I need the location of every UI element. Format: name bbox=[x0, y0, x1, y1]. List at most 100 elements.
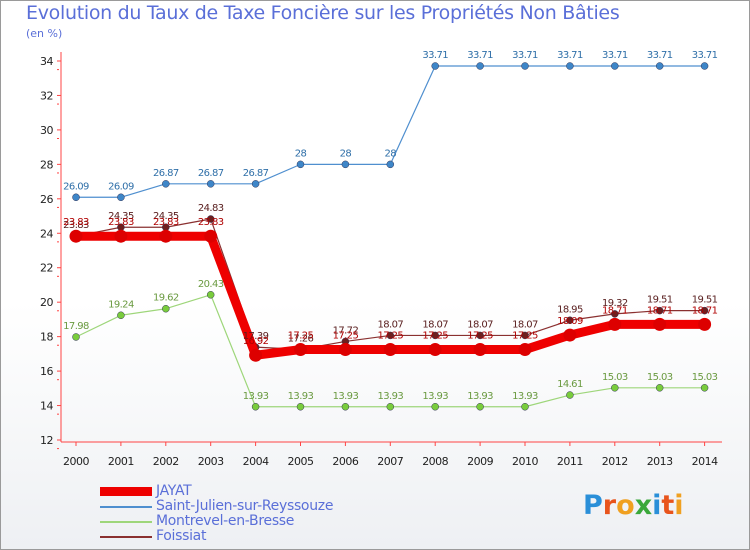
data-point-montrevel bbox=[72, 333, 80, 341]
x-tick-label: 2004 bbox=[243, 455, 269, 468]
x-tick-label: 2007 bbox=[377, 455, 403, 468]
data-label-saint-julien: 33.71 bbox=[557, 50, 583, 61]
x-tick-label: 2006 bbox=[332, 455, 358, 468]
data-label-foissiat: 18.07 bbox=[512, 319, 538, 330]
data-point-montrevel bbox=[611, 384, 619, 392]
data-point-saint-julien bbox=[655, 62, 664, 70]
legend-label-saint-julien: Saint-Julien-sur-Reyssouze bbox=[156, 498, 334, 514]
data-label-foissiat: 24.35 bbox=[153, 211, 179, 222]
data-point-saint-julien bbox=[386, 160, 395, 169]
data-point-foissiat bbox=[566, 316, 574, 325]
data-point-montrevel bbox=[386, 403, 395, 411]
data-label-montrevel: 13.93 bbox=[377, 391, 403, 402]
data-point-jayat bbox=[204, 229, 218, 243]
data-point-jayat bbox=[338, 343, 352, 357]
data-label-saint-julien: 26.09 bbox=[108, 181, 134, 192]
data-label-foissiat: 18.07 bbox=[377, 319, 403, 330]
data-label-foissiat: 19.51 bbox=[647, 295, 673, 306]
data-label-montrevel: 19.62 bbox=[153, 293, 179, 304]
data-point-saint-julien bbox=[700, 62, 709, 70]
data-label-foissiat: 23.83 bbox=[63, 220, 89, 231]
data-point-montrevel bbox=[521, 403, 529, 411]
data-point-montrevel bbox=[117, 311, 125, 320]
data-label-montrevel: 20.43 bbox=[198, 279, 224, 290]
data-point-foissiat bbox=[655, 306, 664, 315]
data-point-jayat bbox=[383, 343, 397, 357]
data-point-montrevel bbox=[700, 384, 709, 392]
data-point-jayat bbox=[563, 328, 577, 342]
data-point-jayat bbox=[653, 317, 667, 331]
data-label-saint-julien: 33.71 bbox=[647, 50, 673, 61]
data-label-saint-julien: 28 bbox=[385, 148, 397, 159]
x-tick-label: 2003 bbox=[198, 455, 224, 468]
data-point-montrevel bbox=[431, 403, 439, 411]
data-label-jayat: 18.71 bbox=[647, 305, 673, 316]
data-label-montrevel: 13.93 bbox=[243, 391, 269, 402]
data-label-jayat: 23.83 bbox=[108, 217, 134, 228]
data-point-foissiat bbox=[386, 331, 395, 340]
data-point-foissiat bbox=[431, 331, 439, 340]
data-point-jayat bbox=[473, 343, 487, 357]
logo-letter: P bbox=[583, 490, 603, 521]
data-label-foissiat: 24.35 bbox=[108, 211, 134, 222]
data-label-jayat: 18.09 bbox=[557, 316, 583, 327]
logo-letter: i bbox=[674, 490, 684, 521]
logo-letter: t bbox=[661, 490, 675, 521]
logo-letter: i bbox=[652, 490, 662, 521]
data-point-montrevel bbox=[655, 384, 664, 392]
data-label-montrevel: 13.93 bbox=[512, 391, 538, 402]
y-tick-label: 20 bbox=[40, 296, 53, 309]
y-tick-label: 18 bbox=[40, 331, 53, 344]
data-label-saint-julien: 26.87 bbox=[198, 168, 224, 179]
data-label-saint-julien: 33.71 bbox=[422, 50, 448, 61]
x-tick-label: 2012 bbox=[602, 455, 628, 468]
data-label-saint-julien: 33.71 bbox=[602, 50, 628, 61]
legend-swatch-jayat bbox=[100, 487, 152, 496]
logo-letter: x bbox=[634, 490, 653, 521]
data-label-saint-julien: 26.87 bbox=[243, 168, 269, 179]
x-tick-label: 2005 bbox=[288, 455, 314, 468]
data-label-jayat: 17.25 bbox=[512, 331, 538, 342]
data-point-montrevel bbox=[341, 403, 350, 411]
data-point-saint-julien bbox=[566, 62, 574, 70]
data-label-jayat: 23.83 bbox=[198, 217, 224, 228]
data-point-jayat bbox=[114, 229, 128, 243]
legend-label-foissiat: Foissiat bbox=[156, 528, 207, 544]
data-point-jayat bbox=[428, 343, 442, 357]
y-tick-label: 24 bbox=[40, 227, 53, 240]
data-label-foissiat: 19.51 bbox=[692, 295, 718, 306]
legend-label-montrevel: Montrevel-en-Bresse bbox=[156, 513, 295, 529]
data-point-montrevel bbox=[251, 403, 260, 411]
data-label-montrevel: 15.03 bbox=[692, 372, 718, 383]
data-label-montrevel: 13.93 bbox=[422, 391, 448, 402]
data-label-saint-julien: 28 bbox=[340, 148, 352, 159]
y-axis-unit: (en %) bbox=[26, 27, 63, 40]
data-label-jayat: 17.25 bbox=[333, 331, 359, 342]
data-point-jayat bbox=[608, 317, 622, 331]
data-point-saint-julien bbox=[251, 180, 260, 188]
data-label-jayat: 23.83 bbox=[63, 217, 89, 228]
data-label-saint-julien: 28 bbox=[295, 148, 307, 159]
data-point-saint-julien bbox=[476, 62, 484, 70]
x-tick-label: 2013 bbox=[647, 455, 673, 468]
legend-swatch-montrevel bbox=[100, 521, 152, 523]
data-label-foissiat: 18.07 bbox=[422, 319, 448, 330]
data-label-jayat: 17.25 bbox=[422, 331, 448, 342]
data-point-saint-julien bbox=[162, 180, 170, 188]
data-label-jayat: 18.71 bbox=[602, 305, 628, 316]
x-tick-label: 2014 bbox=[692, 455, 718, 468]
data-label-montrevel: 14.61 bbox=[557, 379, 583, 390]
data-label-saint-julien: 26.09 bbox=[63, 181, 89, 192]
x-tick-label: 2002 bbox=[153, 455, 179, 468]
data-label-foissiat: 17.72 bbox=[333, 325, 359, 336]
data-label-jayat: 16.92 bbox=[243, 336, 269, 347]
y-tick-label: 30 bbox=[40, 124, 53, 137]
y-tick-label: 28 bbox=[40, 158, 53, 171]
data-point-saint-julien bbox=[72, 193, 80, 202]
x-tick-label: 2009 bbox=[467, 455, 493, 468]
data-point-saint-julien bbox=[431, 62, 439, 70]
y-tick-label: 14 bbox=[40, 400, 53, 413]
data-label-foissiat: 17.39 bbox=[243, 331, 269, 342]
data-point-saint-julien bbox=[341, 160, 350, 169]
